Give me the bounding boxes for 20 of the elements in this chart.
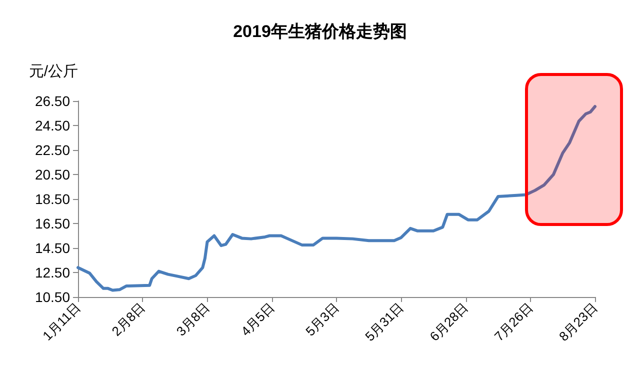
x-tick-label: 5月31日 [362,300,406,344]
y-tick-label: 26.50 [34,93,70,109]
y-tick-label: 12.50 [34,264,70,280]
y-tick-label: 20.50 [34,166,70,182]
x-tick-label: 8月23日 [556,300,600,344]
y-tick-label: 14.50 [34,240,70,256]
line-series [76,105,596,292]
y-tick-label: 10.50 [34,289,70,305]
x-tick-label: 3月8日 [173,300,213,339]
x-tick-label: 6月28日 [426,300,472,344]
y-tick-label: 16.50 [34,216,70,232]
chart-title: 2019年生猪价格走势图 [233,22,407,41]
y-axis-title: 元/公斤 [28,63,78,80]
y-tick-label: 24.50 [34,118,70,134]
x-tick-label: 4月5日 [238,300,278,339]
y-tick-label: 22.50 [34,142,70,158]
x-tick-label: 2月8日 [108,300,148,339]
x-tick-label: 5月3日 [302,300,342,339]
x-tick-label: 7月26日 [491,300,536,344]
y-tick-label: 18.50 [34,191,70,207]
